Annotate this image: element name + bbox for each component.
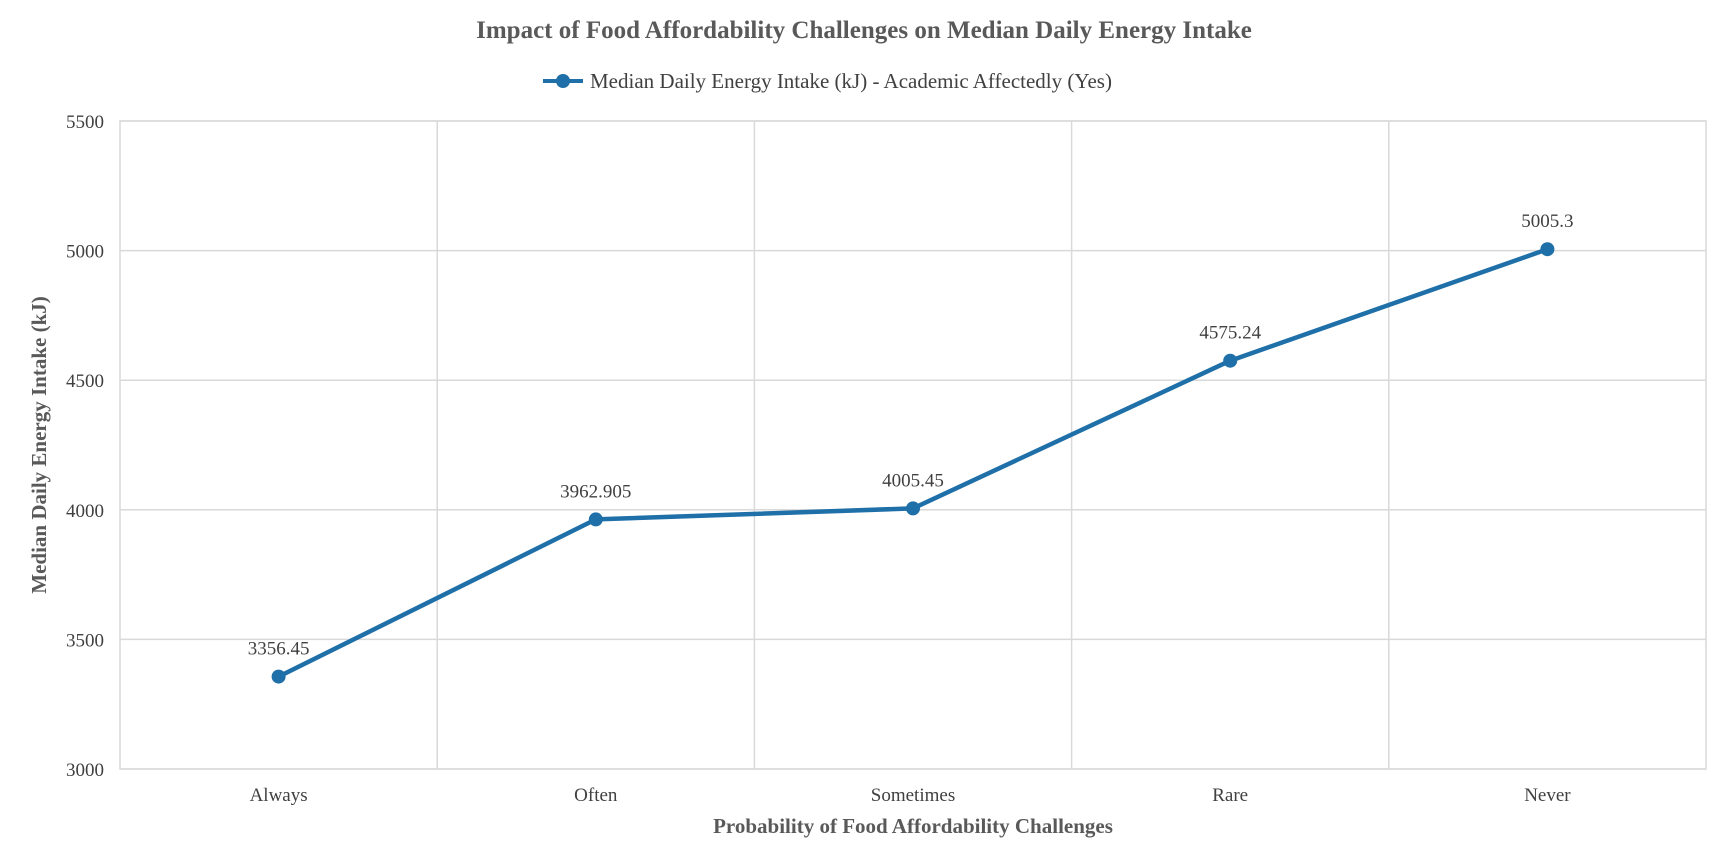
y-tick-label: 3500 — [66, 630, 104, 651]
x-axis-ticks: Always Often Sometimes Rare Never — [250, 785, 1572, 806]
gridlines — [120, 120, 1706, 770]
legend-point-marker — [556, 74, 570, 88]
y-tick-label: 3000 — [66, 760, 104, 781]
data-label: 3962.905 — [560, 481, 631, 502]
y-tick-label: 4500 — [66, 371, 104, 392]
data-point — [1223, 353, 1238, 368]
data-label: 4575.24 — [1199, 323, 1261, 344]
x-axis-title: Probability of Food Affordability Challe… — [713, 814, 1113, 838]
x-tick-label: Rare — [1212, 785, 1248, 806]
legend-label: Median Daily Energy Intake (kJ) - Academ… — [590, 69, 1112, 93]
x-tick-label: Never — [1524, 785, 1571, 806]
plot-area — [119, 120, 1707, 770]
data-point — [588, 512, 603, 527]
chart-title: Impact of Food Affordability Challenges … — [476, 17, 1252, 44]
legend: Median Daily Energy Intake (kJ) - Academ… — [543, 69, 1112, 93]
series-line — [277, 247, 1549, 679]
data-point — [906, 501, 920, 516]
y-tick-label: 5000 — [66, 242, 104, 263]
y-axis-ticks: 3000 3500 4000 4500 5000 5500 — [66, 112, 104, 781]
y-axis-title: Median Daily Energy Intake (kJ) — [27, 296, 51, 594]
x-tick-label: Sometimes — [871, 785, 955, 806]
data-point — [271, 669, 286, 684]
data-label: 5005.3 — [1521, 211, 1573, 232]
x-tick-label: Always — [250, 785, 308, 806]
data-label: 4005.45 — [882, 470, 944, 491]
data-point — [1540, 242, 1555, 257]
data-label: 3356.45 — [248, 639, 310, 660]
x-tick-label: Often — [574, 785, 618, 806]
y-tick-label: 4000 — [66, 501, 104, 522]
y-tick-label: 5500 — [66, 112, 104, 133]
series: 3356.45 3962.905 4005.45 4575.24 5005.3 — [248, 211, 1574, 684]
